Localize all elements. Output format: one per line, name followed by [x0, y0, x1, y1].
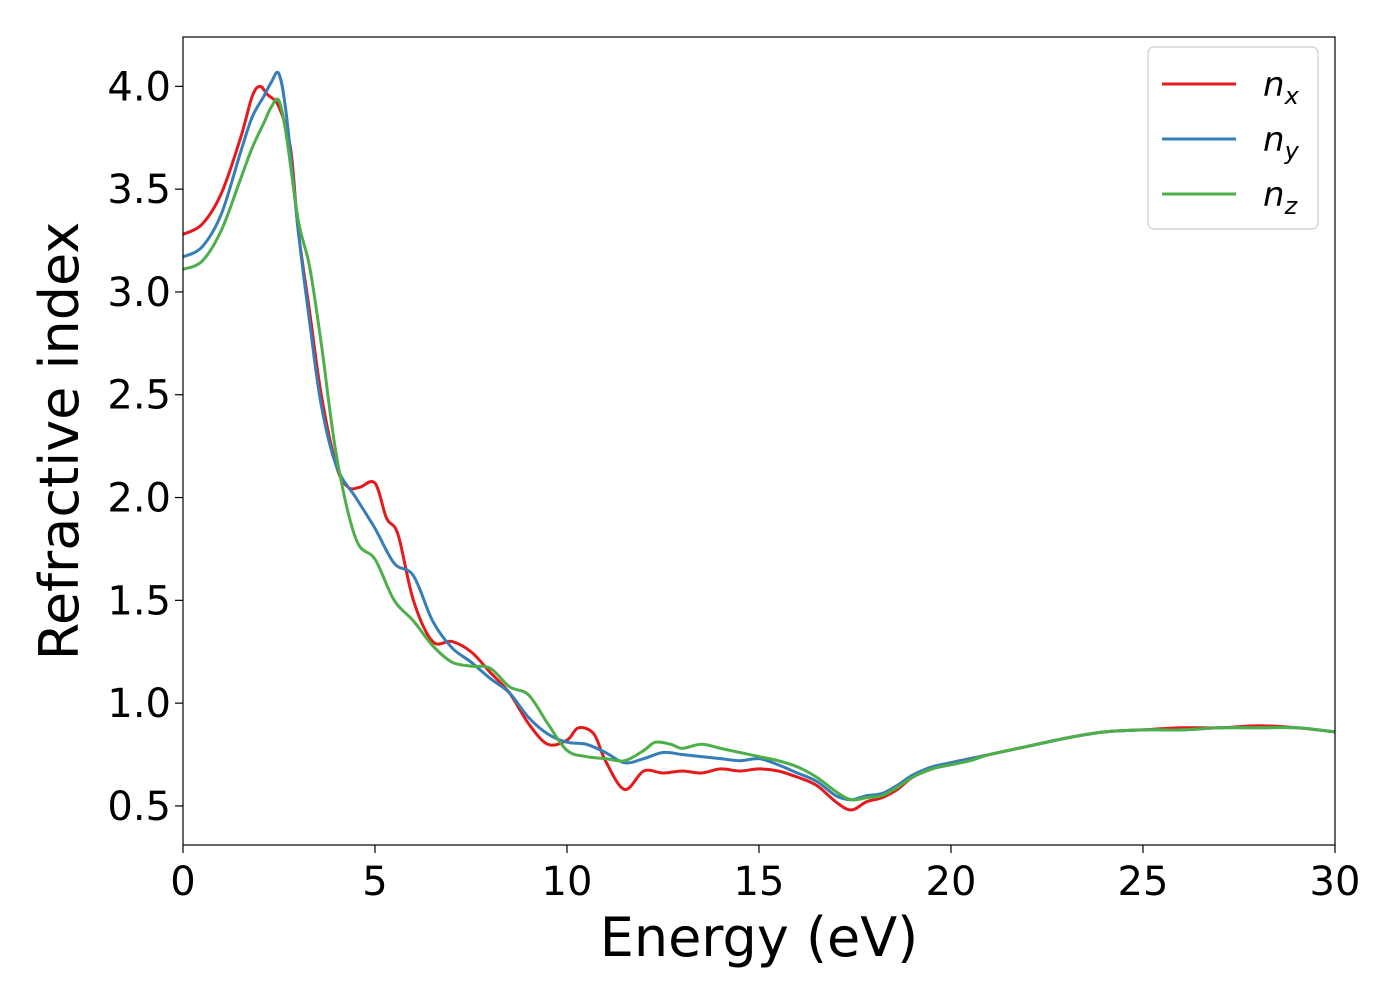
- legend-label-sub: y: [1284, 137, 1300, 165]
- x-tick-label: 10: [542, 859, 593, 905]
- legend-label-sub: z: [1284, 192, 1299, 220]
- y-tick-label: 4.0: [107, 64, 171, 110]
- y-tick-label: 1.5: [107, 578, 171, 624]
- legend-label-n_y: ny: [1263, 120, 1300, 165]
- x-tick-label: 30: [1310, 859, 1361, 905]
- legend-label-sub: x: [1284, 82, 1300, 110]
- x-axis-title: Energy (eV): [600, 906, 919, 969]
- y-tick-label: 0.5: [107, 784, 171, 830]
- x-tick-label: 5: [362, 859, 387, 905]
- y-tick-label: 2.5: [107, 373, 171, 419]
- y-tick-label: 2.0: [107, 476, 171, 522]
- x-axis: 0 5 10 15 20 25 30: [170, 845, 1360, 905]
- y-tick-label: 1.0: [107, 681, 171, 727]
- legend-label-base: n: [1263, 120, 1285, 160]
- x-tick-label: 20: [926, 859, 977, 905]
- x-tick-label: 15: [734, 859, 785, 905]
- legend-label-base: n: [1263, 65, 1285, 105]
- y-tick-label: 3.5: [107, 167, 171, 213]
- y-axis-title: Refractive index: [28, 222, 91, 661]
- legend-label-n_x: nx: [1263, 65, 1300, 110]
- legend-label-base: n: [1263, 175, 1285, 215]
- series-layer: [183, 70, 1335, 812]
- y-axis: 0.5 1.0 1.5 2.0 2.5 3.0 3.5 4.0: [107, 64, 183, 830]
- series-line-n_z: [183, 97, 1335, 802]
- x-tick-label: 0: [170, 859, 195, 905]
- y-tick-label: 3.0: [107, 270, 171, 316]
- x-tick-label: 25: [1118, 859, 1169, 905]
- legend-label-n_z: nz: [1263, 175, 1299, 220]
